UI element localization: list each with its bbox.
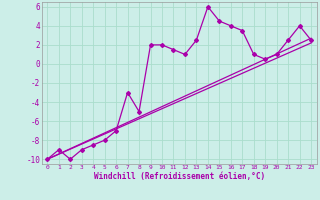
X-axis label: Windchill (Refroidissement éolien,°C): Windchill (Refroidissement éolien,°C) (94, 172, 265, 181)
